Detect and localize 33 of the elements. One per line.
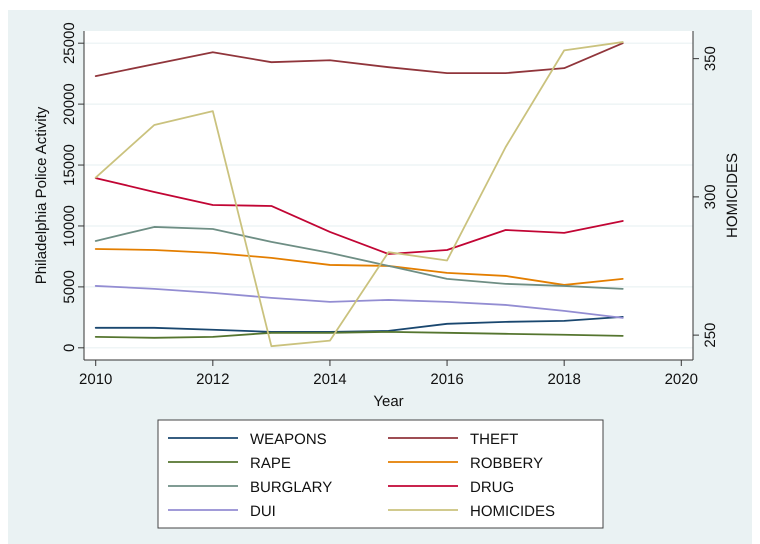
y-tick-label: 0 <box>61 344 78 352</box>
y2-tick-label: 250 <box>702 322 719 348</box>
legend-label: DUI <box>250 503 276 520</box>
line-series <box>94 248 624 286</box>
y-tick-label: 20000 <box>61 83 78 125</box>
line-series <box>94 285 624 319</box>
x-tick-label: 2020 <box>664 371 698 388</box>
x-tick-label: 2012 <box>196 371 230 388</box>
line-series <box>94 42 624 77</box>
x-tick-label: 2018 <box>547 371 581 388</box>
y-axis-title: Philadelphia Police Activity <box>33 106 50 284</box>
x-axis-title: Year <box>373 393 404 410</box>
y-tick-label: 15000 <box>61 144 78 186</box>
x-tick-label: 2010 <box>79 371 112 388</box>
legend-label: WEAPONS <box>250 431 327 448</box>
y2-tick-label: 300 <box>702 184 719 210</box>
line-series <box>94 177 624 255</box>
y-tick-label: 25000 <box>61 22 78 64</box>
y-tick-label: 10000 <box>61 205 78 247</box>
legend-label: BURGLARY <box>250 479 332 496</box>
y2-tick-label: 350 <box>702 46 719 72</box>
legend-label: RAPE <box>250 455 291 472</box>
legend-label: DRUG <box>470 479 514 496</box>
legend-label: HOMICIDES <box>470 503 556 520</box>
y-tick-label: 5000 <box>61 270 78 304</box>
y2-axis-title: HOMICIDES <box>724 152 741 238</box>
x-tick-label: 2014 <box>313 371 347 388</box>
legend-label: ROBBERY <box>470 455 544 472</box>
x-tick-label: 2016 <box>430 371 464 388</box>
legend-label: THEFT <box>470 431 518 448</box>
line-series <box>94 226 624 290</box>
line-series <box>94 316 624 333</box>
line-series <box>94 41 624 348</box>
